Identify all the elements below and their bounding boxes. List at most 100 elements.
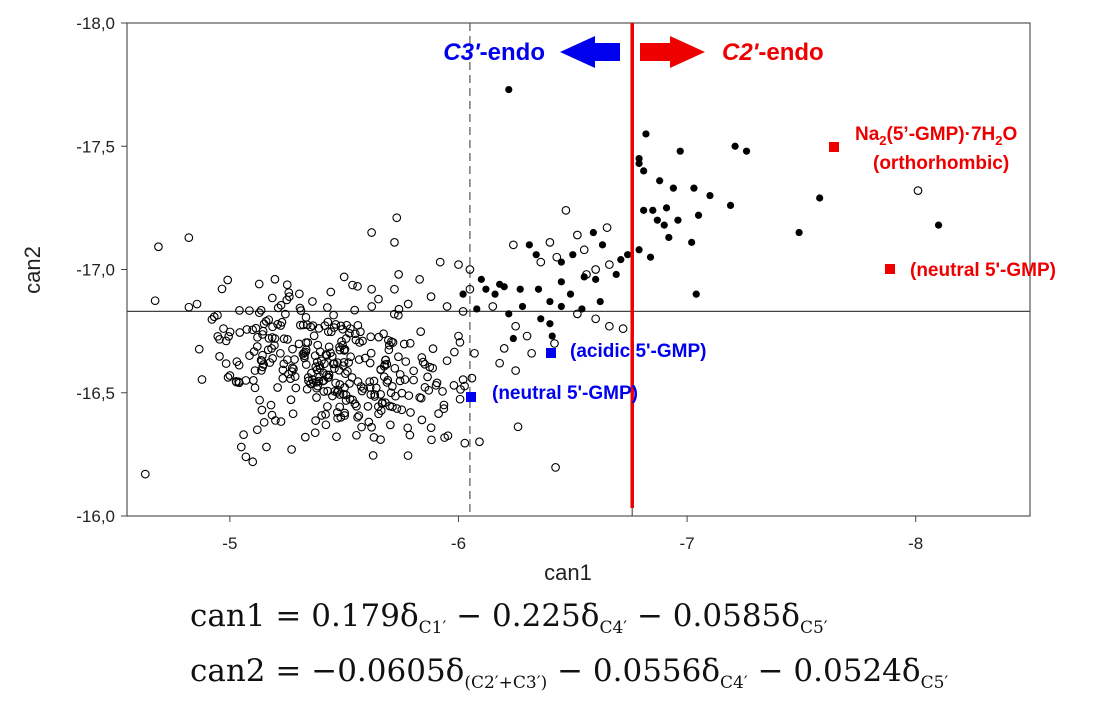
open-point <box>389 309 399 319</box>
open-point <box>329 359 339 368</box>
open-point <box>336 412 346 422</box>
open-point <box>249 376 258 385</box>
x-tick-label: -8 <box>908 534 923 553</box>
filled-point <box>688 238 696 246</box>
open-point <box>323 373 333 383</box>
open-point <box>287 445 296 454</box>
open-point <box>367 302 377 311</box>
open-point <box>213 331 223 341</box>
open-point <box>266 400 276 410</box>
filled-point <box>640 167 648 175</box>
open-point <box>418 357 428 367</box>
x-tick-label: -5 <box>222 534 237 553</box>
open-point <box>357 422 366 432</box>
open-point <box>319 387 329 396</box>
open-point <box>330 364 339 373</box>
open-point <box>299 348 309 358</box>
equation-can1-lhs: can1 <box>190 598 266 634</box>
open-point <box>551 463 560 472</box>
open-point <box>605 260 614 269</box>
open-point <box>276 300 286 310</box>
open-point <box>323 303 332 312</box>
open-point <box>326 327 336 337</box>
open-point <box>394 270 403 279</box>
open-point <box>352 430 361 440</box>
open-point <box>184 302 194 312</box>
open-point <box>369 433 379 442</box>
open-point <box>252 425 262 435</box>
equation-can2-rhs: = −0.0605δ <box>275 653 465 689</box>
open-point <box>221 336 231 346</box>
open-point <box>296 306 306 315</box>
open-point <box>215 352 224 361</box>
open-point <box>140 469 150 479</box>
open-point <box>454 331 463 341</box>
open-point <box>245 306 254 315</box>
filled-point <box>518 302 527 311</box>
open-point <box>527 348 536 358</box>
open-point <box>332 432 341 442</box>
open-point <box>425 362 435 372</box>
open-point <box>339 272 349 282</box>
open-point <box>291 383 301 393</box>
x-axis-label: can1 <box>544 560 592 585</box>
open-point <box>511 321 520 331</box>
open-point <box>522 331 532 341</box>
annotation-label-orthorhombic-line2: (orthorhombic) <box>873 153 1009 174</box>
open-point <box>339 358 349 367</box>
open-point <box>306 379 315 389</box>
open-point <box>236 442 246 452</box>
y-tick-label: -16,5 <box>76 384 115 403</box>
conformation-arrows: C3'-endo C2'-endo <box>443 36 824 68</box>
open-point <box>197 375 207 384</box>
open-point <box>579 245 589 255</box>
open-point <box>268 322 277 332</box>
open-point <box>427 435 436 445</box>
filled-point <box>459 290 467 298</box>
open-point <box>470 348 479 358</box>
open-point <box>323 402 332 411</box>
open-point <box>394 304 404 314</box>
open-point <box>273 303 283 313</box>
open-point <box>335 345 345 355</box>
filled-point <box>509 334 517 343</box>
filled-point <box>692 290 700 298</box>
open-point <box>367 284 376 294</box>
open-point <box>456 385 465 394</box>
data-points <box>140 23 943 508</box>
open-point <box>312 393 321 402</box>
open-point <box>366 332 376 342</box>
open-point <box>308 297 317 306</box>
open-point <box>573 309 582 319</box>
open-point <box>369 376 379 386</box>
open-point <box>508 240 518 250</box>
open-point <box>288 409 298 419</box>
open-point <box>404 391 414 400</box>
open-point <box>618 324 628 334</box>
filled-point <box>537 315 545 323</box>
open-point <box>366 348 376 358</box>
open-point <box>258 330 267 339</box>
open-point <box>357 386 367 396</box>
open-point <box>313 340 323 350</box>
open-point <box>455 337 465 347</box>
open-point <box>278 365 288 375</box>
open-point <box>223 275 233 285</box>
equation-can1-sub1: C1′ <box>418 618 447 639</box>
filled-point <box>795 228 803 237</box>
filled-point <box>496 280 504 288</box>
open-point <box>270 274 280 284</box>
open-point <box>350 329 360 339</box>
filled-point <box>566 290 575 298</box>
filled-point <box>624 251 632 259</box>
open-point <box>259 360 268 369</box>
open-point <box>428 344 438 353</box>
open-point <box>277 317 287 327</box>
open-point <box>288 344 297 354</box>
open-point <box>303 338 313 347</box>
open-point <box>287 363 297 373</box>
equation-can2-lhs: can2 <box>190 653 266 689</box>
open-point <box>320 359 329 368</box>
filled-point <box>617 256 625 264</box>
filled-point <box>491 290 499 298</box>
